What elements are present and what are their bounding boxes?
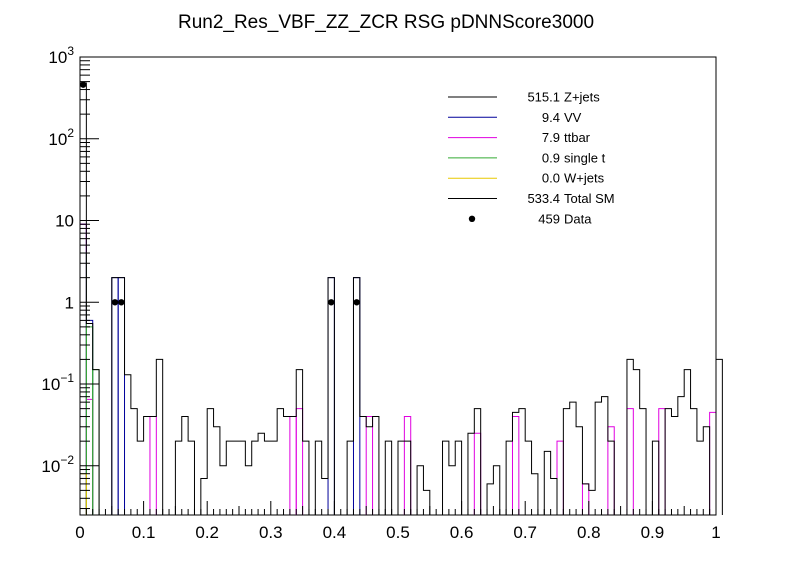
data-point bbox=[118, 299, 125, 306]
data-points bbox=[79, 81, 360, 306]
x-tick-label: 0.3 bbox=[259, 523, 283, 542]
x-axis: 0 0.1 0.2 0.3 0.4 0.5 0.6 0.7 0.8 0.9 1 bbox=[75, 501, 721, 542]
y-tick-label: 102 bbox=[48, 126, 74, 149]
legend-entry-data: 459 Data bbox=[468, 211, 592, 226]
legend-yield: 7.9 bbox=[542, 130, 560, 145]
y-tick-label: 103 bbox=[48, 44, 74, 67]
chart-title: Run2_Res_VBF_ZZ_ZCR RSG pDNNScore3000 bbox=[178, 12, 594, 33]
y-tick-label: 1 bbox=[65, 293, 74, 312]
legend-marker bbox=[468, 215, 476, 222]
legend-yield: 459 bbox=[538, 211, 560, 226]
x-tick-label: 0.2 bbox=[195, 523, 219, 542]
legend-yield: 533.4 bbox=[527, 191, 560, 206]
legend-yield: 0.9 bbox=[542, 150, 560, 165]
legend-label: VV bbox=[564, 110, 582, 125]
legend-entry-total-sm: 533.4 Total SM bbox=[448, 191, 615, 206]
axes-layer: 0 0.1 0.2 0.3 0.4 0.5 0.6 0.7 0.8 0.9 110−210−1110… bbox=[41, 44, 720, 542]
data-point bbox=[111, 299, 119, 306]
x-tick-label: 0.7 bbox=[513, 523, 537, 542]
legend-label: Data bbox=[564, 211, 592, 226]
legend-label: Z+jets bbox=[564, 90, 600, 105]
data-point bbox=[328, 299, 335, 306]
x-tick-label: 1 bbox=[711, 523, 720, 542]
legend-entry-vv: 9.4 VV bbox=[448, 110, 582, 125]
legend-entry-w-jets: 0.0 W+jets bbox=[448, 171, 605, 186]
legend-label: ttbar bbox=[564, 130, 591, 145]
legend-label: Total SM bbox=[564, 191, 615, 206]
legend-yield: 9.4 bbox=[542, 110, 560, 125]
x-tick-label: 0.9 bbox=[641, 523, 665, 542]
y-tick-label: 10−2 bbox=[41, 453, 74, 476]
series-layer bbox=[79, 81, 723, 516]
x-tick-label: 0.4 bbox=[323, 523, 347, 542]
legend-label: single t bbox=[564, 150, 606, 165]
ttbar-bin bbox=[365, 416, 374, 515]
y-axis: 10−2 10−1 1 10 102 103 bbox=[41, 44, 99, 510]
x-tick-label: 0.5 bbox=[386, 523, 410, 542]
legend-label: W+jets bbox=[564, 171, 605, 186]
legend-entry-single-t: 0.9 single t bbox=[448, 150, 606, 165]
y-tick-label: 10 bbox=[55, 212, 74, 231]
legend-entry-z-jets: 515.1 Z+jets bbox=[448, 90, 600, 105]
y-tick-label: 10−1 bbox=[41, 371, 74, 394]
legend-yield: 0.0 bbox=[542, 171, 560, 186]
total-sm-histogram bbox=[79, 82, 723, 516]
ttbar-bin bbox=[511, 416, 520, 515]
ttbar-bin bbox=[295, 408, 304, 515]
legend-yield: 515.1 bbox=[527, 90, 560, 105]
data-point bbox=[79, 81, 87, 88]
data-point bbox=[353, 299, 360, 306]
x-tick-label: 0.1 bbox=[132, 523, 156, 542]
total-sm-outline bbox=[79, 82, 723, 516]
legend: 515.1 Z+jets 9.4 VV 7.9 ttbar 0.9 single t 0.0 W+… bbox=[448, 90, 615, 226]
x-tick-label: 0 bbox=[75, 523, 84, 542]
x-tick-label: 0.6 bbox=[450, 523, 474, 542]
x-tick-label: 0.8 bbox=[577, 523, 601, 542]
legend-entry-ttbar: 7.9 ttbar bbox=[448, 130, 591, 145]
